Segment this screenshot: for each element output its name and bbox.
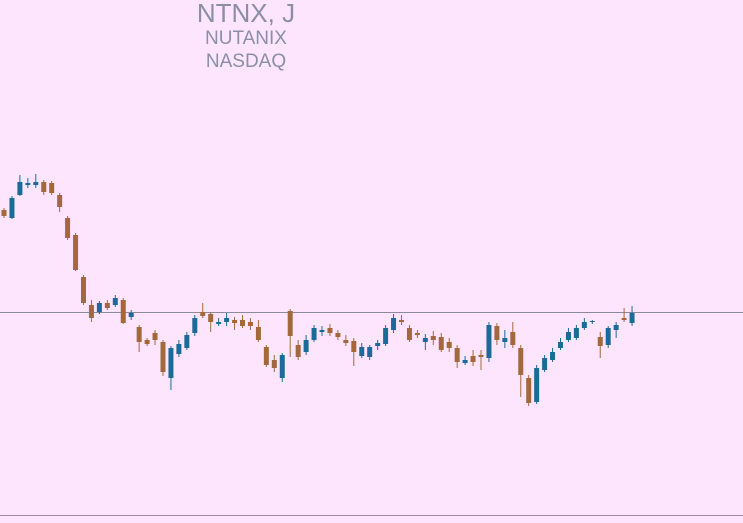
candle-body	[17, 182, 23, 195]
chart-subtitle: NUTANIX	[205, 28, 287, 49]
candle-body	[414, 333, 420, 335]
candle-body	[454, 348, 460, 362]
candle-body	[279, 355, 285, 378]
candle-body	[184, 335, 190, 348]
candle-body	[446, 342, 452, 348]
candle-body	[494, 326, 500, 340]
candle-body	[57, 195, 63, 207]
candle-body	[613, 325, 619, 330]
exchange-label: NASDAQ	[206, 51, 286, 72]
candle-body	[271, 360, 277, 368]
candle-body	[81, 277, 86, 303]
candle-body	[375, 343, 381, 346]
candle-body	[1, 210, 7, 216]
candle-body	[550, 352, 556, 360]
candle-body	[343, 340, 349, 343]
candle-body	[486, 325, 492, 358]
candle-body	[216, 322, 222, 324]
candle-body	[406, 328, 412, 340]
candle-body	[430, 336, 436, 340]
candle-body	[526, 378, 532, 403]
candle-body	[49, 183, 55, 193]
candle-body	[295, 345, 301, 357]
candle-body	[359, 347, 365, 356]
candle-body	[470, 356, 476, 362]
candle-body	[534, 368, 540, 402]
candle-body	[152, 333, 158, 340]
candle-body	[605, 328, 611, 345]
candle-body	[144, 340, 150, 344]
candle-body	[240, 320, 245, 326]
candle-body	[629, 313, 635, 323]
candle-body	[160, 342, 166, 372]
candle-body	[565, 332, 571, 340]
candle-body	[208, 314, 214, 322]
candle-body	[136, 327, 142, 342]
candle-body	[621, 318, 627, 320]
candle-body	[589, 321, 595, 322]
candle-body	[391, 318, 397, 330]
candle-body	[9, 198, 15, 218]
candle-body	[176, 344, 182, 354]
candle-body	[112, 298, 118, 305]
candle-body	[510, 332, 516, 345]
candle-body	[192, 318, 198, 333]
candle-body	[247, 322, 253, 326]
candle-body	[65, 218, 71, 238]
candle-body	[502, 338, 508, 342]
candle-body	[232, 320, 238, 323]
candle-body	[104, 303, 110, 308]
candle-body	[263, 347, 269, 365]
candle-body	[581, 322, 587, 328]
candle-body	[558, 342, 563, 348]
candle-body	[96, 303, 102, 312]
candle-body	[41, 182, 47, 192]
candle-body	[597, 337, 603, 346]
candle-body	[303, 340, 309, 352]
candle-body	[518, 348, 524, 375]
candle-body	[573, 328, 579, 338]
candle-body	[367, 347, 373, 357]
candle-body	[383, 328, 389, 344]
candle-body	[255, 327, 261, 340]
candle-body	[438, 337, 444, 350]
candle-body	[128, 313, 134, 317]
candle-body	[327, 328, 333, 333]
candle-body	[399, 320, 404, 322]
candle-body	[168, 348, 174, 378]
candle-body	[33, 182, 39, 185]
candle-body	[335, 333, 341, 337]
candle-body	[25, 183, 31, 185]
candle-body	[224, 318, 230, 322]
candle-body	[311, 328, 317, 340]
chart-title: NTNX, J	[197, 0, 295, 28]
candle-body	[120, 300, 126, 323]
candle-body	[88, 305, 94, 318]
candle-body	[422, 338, 428, 342]
candle-body	[351, 341, 357, 352]
candle-body	[478, 355, 484, 357]
candle-body	[462, 360, 468, 363]
candle-body	[73, 235, 79, 270]
candle-body	[319, 330, 325, 332]
candle-body	[542, 358, 548, 370]
candle-body	[200, 312, 206, 316]
candle-body	[287, 311, 293, 336]
